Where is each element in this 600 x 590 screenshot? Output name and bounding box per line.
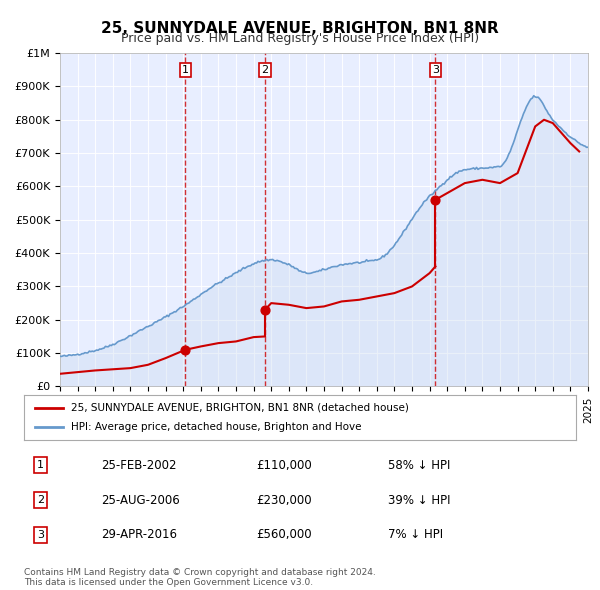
Point xyxy=(260,305,270,314)
Text: 3: 3 xyxy=(37,530,44,540)
Text: 2: 2 xyxy=(262,65,269,75)
Point xyxy=(431,195,440,205)
Point xyxy=(181,345,190,355)
Text: Contains HM Land Registry data © Crown copyright and database right 2024.: Contains HM Land Registry data © Crown c… xyxy=(24,568,376,576)
Text: 58% ↓ HPI: 58% ↓ HPI xyxy=(388,458,451,471)
Text: This data is licensed under the Open Government Licence v3.0.: This data is licensed under the Open Gov… xyxy=(24,578,313,587)
Text: Price paid vs. HM Land Registry's House Price Index (HPI): Price paid vs. HM Land Registry's House … xyxy=(121,32,479,45)
Text: 25, SUNNYDALE AVENUE, BRIGHTON, BN1 8NR (detached house): 25, SUNNYDALE AVENUE, BRIGHTON, BN1 8NR … xyxy=(71,403,409,412)
Text: 25, SUNNYDALE AVENUE, BRIGHTON, BN1 8NR: 25, SUNNYDALE AVENUE, BRIGHTON, BN1 8NR xyxy=(101,21,499,35)
Text: 1: 1 xyxy=(37,460,44,470)
Text: 7% ↓ HPI: 7% ↓ HPI xyxy=(388,529,443,542)
Text: 29-APR-2016: 29-APR-2016 xyxy=(101,529,177,542)
Text: 2: 2 xyxy=(37,495,44,505)
Text: £560,000: £560,000 xyxy=(256,529,311,542)
Text: £230,000: £230,000 xyxy=(256,493,311,507)
Text: 25-AUG-2006: 25-AUG-2006 xyxy=(101,493,180,507)
Text: 39% ↓ HPI: 39% ↓ HPI xyxy=(388,493,451,507)
Text: 1: 1 xyxy=(182,65,189,75)
Text: £110,000: £110,000 xyxy=(256,458,311,471)
Text: HPI: Average price, detached house, Brighton and Hove: HPI: Average price, detached house, Brig… xyxy=(71,422,361,432)
Text: 25-FEB-2002: 25-FEB-2002 xyxy=(101,458,177,471)
Text: 3: 3 xyxy=(432,65,439,75)
